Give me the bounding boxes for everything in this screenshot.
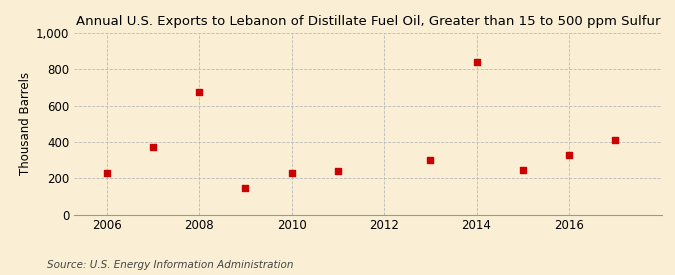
Point xyxy=(564,152,574,157)
Point xyxy=(101,170,112,175)
Y-axis label: Thousand Barrels: Thousand Barrels xyxy=(19,72,32,175)
Point xyxy=(610,138,620,142)
Point xyxy=(517,168,528,172)
Point xyxy=(332,169,343,173)
Point xyxy=(147,145,158,150)
Point xyxy=(240,186,250,190)
Point xyxy=(471,60,482,64)
Point xyxy=(194,90,205,94)
Point xyxy=(286,170,297,175)
Text: Source: U.S. Energy Information Administration: Source: U.S. Energy Information Administ… xyxy=(47,260,294,270)
Title: Annual U.S. Exports to Lebanon of Distillate Fuel Oil, Greater than 15 to 500 pp: Annual U.S. Exports to Lebanon of Distil… xyxy=(76,15,660,28)
Point xyxy=(425,158,435,162)
